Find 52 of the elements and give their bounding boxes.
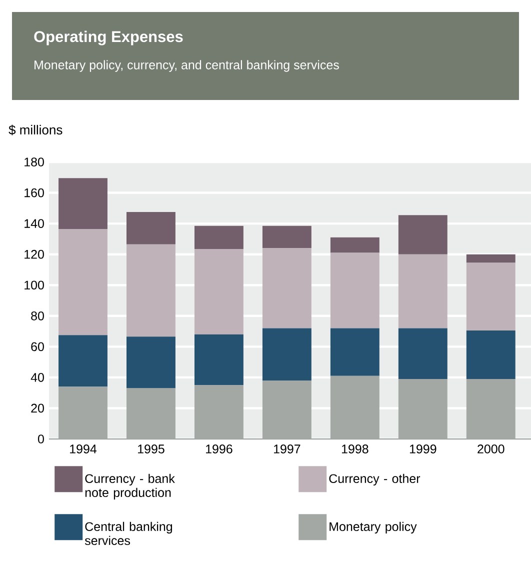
bar: [126, 212, 176, 244]
bar: [330, 328, 380, 376]
y-tick-label: 40: [30, 373, 44, 382]
bar: [126, 336, 176, 388]
x-tick-label: 1994: [70, 444, 97, 454]
y-axis-title: $ millions: [8, 124, 62, 136]
legend-label: Currency - other: [329, 474, 420, 486]
bar: [194, 226, 244, 249]
x-tick-label: 1999: [410, 444, 436, 454]
x-tick-label: 1997: [274, 444, 300, 454]
y-tick-label: 100: [24, 280, 44, 290]
bar: [398, 328, 448, 379]
y-tick-label: 160: [24, 188, 44, 198]
y-tick-label: 140: [24, 219, 44, 228]
bar: [466, 330, 516, 379]
y-tick-label: 60: [31, 342, 44, 352]
legend-label: Central banking services: [84, 522, 172, 546]
bar: [330, 376, 380, 440]
x-tick-label: 1998: [342, 444, 368, 454]
bar: [58, 178, 108, 229]
bar: [398, 254, 448, 328]
bar: [262, 380, 312, 440]
legend-label: Monetary policy: [330, 522, 417, 534]
bar: [262, 248, 312, 328]
bar: [330, 237, 380, 253]
y-tick-label: 80: [31, 311, 44, 320]
bar: [466, 378, 516, 440]
bar: [466, 254, 516, 263]
y-tick-label: 180: [24, 158, 44, 166]
bar: [398, 215, 448, 254]
bar: [330, 252, 380, 328]
bar: [398, 378, 448, 440]
bar: [194, 385, 244, 440]
bar: [262, 226, 312, 248]
bar: [126, 244, 176, 337]
chart-subtitle: Monetary policy, currency, and central banking services: [34, 60, 339, 72]
y-tick-label: 20: [31, 404, 44, 413]
x-tick-label: 2000: [478, 444, 504, 454]
bar: [58, 335, 108, 387]
y-tick-label: 120: [24, 250, 44, 259]
bar: [194, 334, 244, 386]
y-tick-label: 0: [38, 434, 44, 444]
bar: [466, 262, 516, 331]
bar: [58, 386, 108, 440]
chart-title: Operating Expenses: [34, 30, 183, 46]
x-tick-label: 1995: [138, 444, 164, 454]
bar: [58, 228, 108, 336]
x-tick-label: 1996: [206, 444, 232, 454]
legend-label: Currency - bank note production: [85, 474, 175, 500]
bar: [262, 328, 312, 381]
bar: [194, 248, 244, 334]
bar: [126, 388, 176, 440]
